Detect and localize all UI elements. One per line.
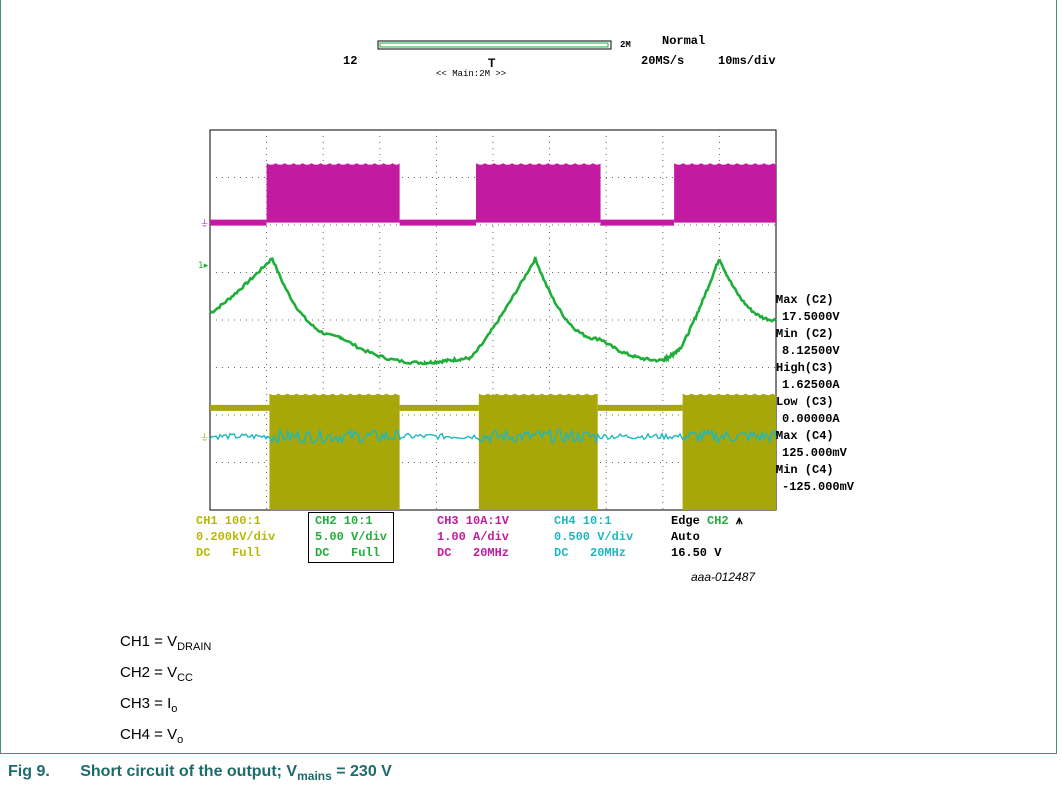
legend-ch1: CH1 = VDRAIN [120, 633, 212, 653]
series-baseline-ch3 [600, 219, 675, 226]
measurement-value: 1.62500A [782, 378, 840, 392]
series-baseline-ch1 [597, 404, 683, 411]
acq-mode: Normal [662, 34, 706, 48]
measurement-label: High(C3) [776, 361, 834, 375]
ch2-coupling: DC Full [315, 546, 380, 560]
channel-4-info: CH4 10:1 0.500 V/div DC 20MHz [554, 513, 633, 561]
series-burst-ch3 [476, 163, 601, 223]
caption-subscript: mains [297, 769, 332, 784]
trigger-info: Edge CH2 ⩚ Auto 16.50 V [671, 513, 743, 561]
figure-number: Fig 9. [8, 763, 50, 780]
ground-marker-ch3: ⏚ [200, 219, 209, 230]
measurement-label: Min (C2) [776, 327, 834, 341]
ground-marker-ch1: ⏚ [200, 432, 209, 443]
series-burst-ch1 [682, 393, 777, 510]
measurement-value: 17.5000V [782, 310, 840, 324]
measurement-label: Min (C4) [776, 463, 834, 477]
legend-ch2: CH2 = VCC [120, 664, 193, 684]
measurement-label: Max (C2) [776, 293, 834, 307]
scope-plot: ⏚ 1▸ ⏚ [198, 129, 777, 511]
series-burst-ch3 [266, 163, 400, 223]
rising-edge-icon: ⩚ [735, 514, 743, 528]
record-bar [377, 40, 612, 50]
trigger-position-icon: T [488, 56, 496, 70]
ch3-coupling: DC 20MHz [437, 546, 510, 560]
measurement-value: 0.00000A [782, 412, 840, 426]
timebase: 10ms/div [718, 54, 776, 68]
figure-id: aaa-012487 [691, 570, 756, 584]
measurement-label: Max (C4) [776, 429, 834, 443]
ch2-scale: 5.00 V/div [315, 530, 388, 544]
caption-tail: = 230 V [331, 763, 392, 780]
series-burst-ch1 [269, 393, 400, 510]
measurement-value: -125.000mV [782, 480, 855, 494]
trigger-mode: Auto [671, 530, 700, 544]
trigger-type: Edge [671, 514, 700, 528]
legend-ch4: CH4 = Vo [120, 726, 184, 746]
trigger-source: CH2 [707, 514, 729, 528]
series-baseline-ch3 [210, 219, 267, 226]
trigger-marker-ch2: 1▸ [198, 261, 209, 271]
ch4-probe: CH4 10:1 [554, 514, 612, 528]
figure-caption: Fig 9. Short circuit of the output; Vmai… [8, 763, 392, 783]
record-label: 2M [620, 40, 631, 50]
series-baseline-ch3 [399, 219, 477, 226]
series-burst-ch1 [478, 393, 599, 510]
series-baseline-ch1 [399, 404, 479, 411]
series-line-ch2 [209, 256, 777, 366]
measurement-value: 125.000mV [782, 446, 847, 460]
ch1-coupling: DC Full [196, 546, 261, 560]
ch2-probe: CH2 10:1 [315, 514, 373, 528]
caption-text: Short circuit of the output; V [80, 763, 298, 780]
legend-ch3: CH3 = Io [120, 695, 178, 715]
trigger-level: 16.50 V [671, 546, 722, 560]
figure-frame [0, 0, 1057, 754]
channel-2-info: CH2 10:1 5.00 V/div DC Full [308, 512, 395, 563]
series-line-ch4 [209, 427, 777, 446]
ch1-scale: 0.200kV/div [196, 530, 276, 544]
ch3-probe: CH3 10A:1V [437, 514, 510, 528]
series-baseline-ch1 [210, 404, 270, 411]
header-left-number: 12 [343, 54, 358, 68]
sample-rate: 20MS/s [641, 54, 685, 68]
channel-1-info: CH1 100:1 0.200kV/div DC Full [196, 513, 275, 561]
ch4-scale: 0.500 V/div [554, 530, 634, 544]
ch1-probe: CH1 100:1 [196, 514, 261, 528]
ch3-scale: 1.00 A/div [437, 530, 510, 544]
ch4-coupling: DC 20MHz [554, 546, 627, 560]
window-label: << Main:2M >> [436, 69, 507, 79]
measurement-label: Low (C3) [776, 395, 834, 409]
series-burst-ch3 [674, 163, 777, 223]
channel-3-info: CH3 10A:1V 1.00 A/div DC 20MHz [437, 513, 509, 561]
measurement-value: 8.12500V [782, 344, 840, 358]
